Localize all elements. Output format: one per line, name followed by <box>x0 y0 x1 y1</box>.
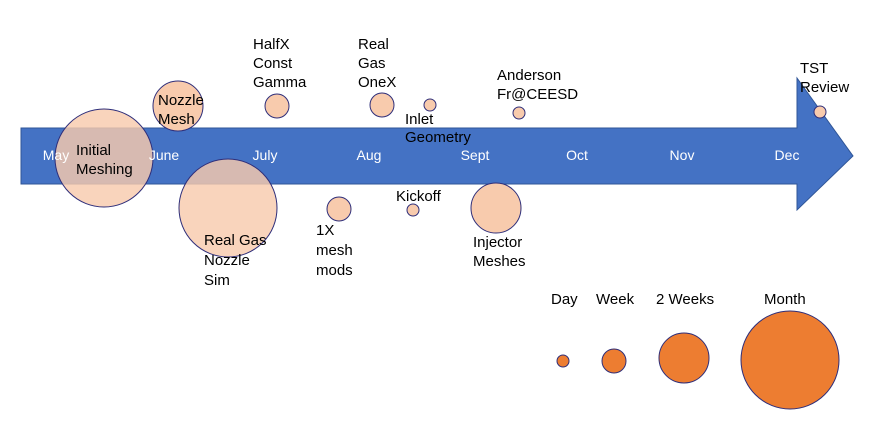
month-label-june: June <box>148 147 180 163</box>
event-circle-real-gas-onex <box>369 92 395 118</box>
event-circle-injector-meshes <box>470 182 522 234</box>
event-circle-nozzle-mesh <box>152 80 204 132</box>
legend-circle-2-weeks <box>658 332 710 384</box>
month-label-july: July <box>252 147 278 163</box>
event-circle-real-gas-nozzle-sim <box>178 158 278 258</box>
legend-circle-day <box>556 354 570 368</box>
legend-circle-week <box>601 348 627 374</box>
event-circle-halfx-const-gamma <box>264 93 290 119</box>
month-label-oct: Oct <box>566 147 588 163</box>
event-label-anderson-fr-ceesd: Anderson Fr@CEESD <box>497 67 579 103</box>
legend-label-week: Week <box>596 291 635 308</box>
event-circle-inlet-geometry <box>423 98 437 112</box>
month-label-nov: Nov <box>669 147 695 163</box>
legend-circle-month <box>740 310 840 410</box>
event-label-halfx-const-gamma: HalfX Const Gamma <box>253 36 307 91</box>
event-circle-kickoff <box>406 203 420 217</box>
event-label-nozzle-mesh: Nozzle Mesh <box>158 92 204 128</box>
event-label-tst-review: TST Review <box>800 60 850 96</box>
event-label-initial-meshing: Initial Meshing <box>76 142 133 178</box>
event-label-inlet-geometry: Inlet Geometry <box>405 111 471 146</box>
month-label-aug: Aug <box>356 147 382 163</box>
event-circle-tst-review <box>813 105 827 119</box>
legend-label-2-weeks: 2 Weeks <box>656 291 715 308</box>
event-label-real-gas-nozzle-sim: Real Gas Nozzle Sim <box>204 232 267 289</box>
event-label-kickoff: Kickoff <box>396 188 441 205</box>
event-label-1x-mesh-mods: 1X mesh mods <box>316 222 353 279</box>
legend-label-day: Day <box>551 291 578 308</box>
event-circle-initial-meshing <box>54 108 154 208</box>
legend-label-month: Month <box>764 291 806 308</box>
month-label-dec: Dec <box>774 147 800 163</box>
event-circle-anderson-fr-ceesd <box>512 106 526 120</box>
month-label-may: May <box>42 147 70 163</box>
event-circle-1x-mesh-mods <box>326 196 352 222</box>
month-label-sept: Sept <box>460 147 490 163</box>
event-label-injector-meshes: Injector Meshes <box>473 234 526 270</box>
event-label-real-gas-onex: Real Gas OneX <box>358 36 397 91</box>
